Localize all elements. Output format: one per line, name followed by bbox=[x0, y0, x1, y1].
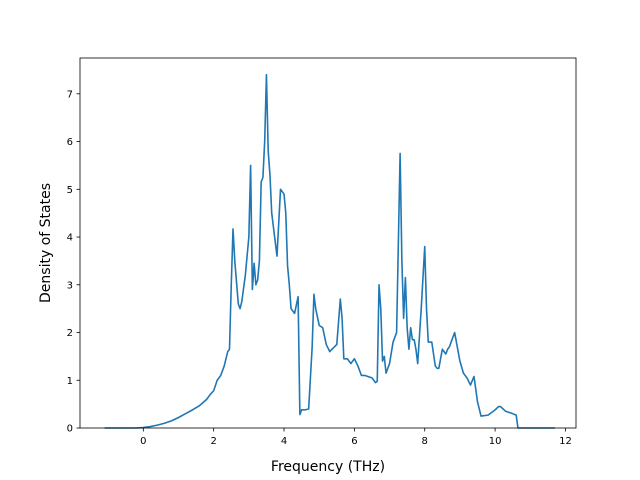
y-axis-label: Density of States bbox=[38, 183, 54, 303]
x-tick-label: 0 bbox=[140, 436, 146, 447]
y-axis: 0 1 2 3 4 5 6 7 bbox=[67, 89, 80, 435]
dos-series-line-0 bbox=[104, 73, 555, 429]
x-tick-label: 12 bbox=[559, 436, 572, 447]
x-tick-label: 4 bbox=[281, 436, 287, 447]
y-tick-label: 2 bbox=[67, 328, 73, 339]
y-tick-label: 5 bbox=[67, 185, 73, 196]
x-axis: 0 2 4 6 8 10 12 bbox=[140, 428, 572, 447]
y-tick-label: 4 bbox=[67, 233, 73, 244]
y-tick-label: 3 bbox=[67, 280, 73, 291]
x-tick-label: 10 bbox=[489, 436, 502, 447]
x-tick-label: 2 bbox=[210, 436, 216, 447]
y-tick-label: 1 bbox=[67, 376, 73, 387]
y-tick-label: 6 bbox=[67, 137, 73, 148]
y-tick-label: 7 bbox=[67, 89, 73, 100]
x-tick-label: 6 bbox=[351, 436, 357, 447]
y-tick-label: 0 bbox=[67, 424, 73, 435]
axes-frame bbox=[79, 57, 577, 429]
plot-area bbox=[104, 73, 555, 429]
x-axis-label: Frequency (THz) bbox=[271, 459, 385, 475]
x-tick-label: 8 bbox=[422, 436, 428, 447]
